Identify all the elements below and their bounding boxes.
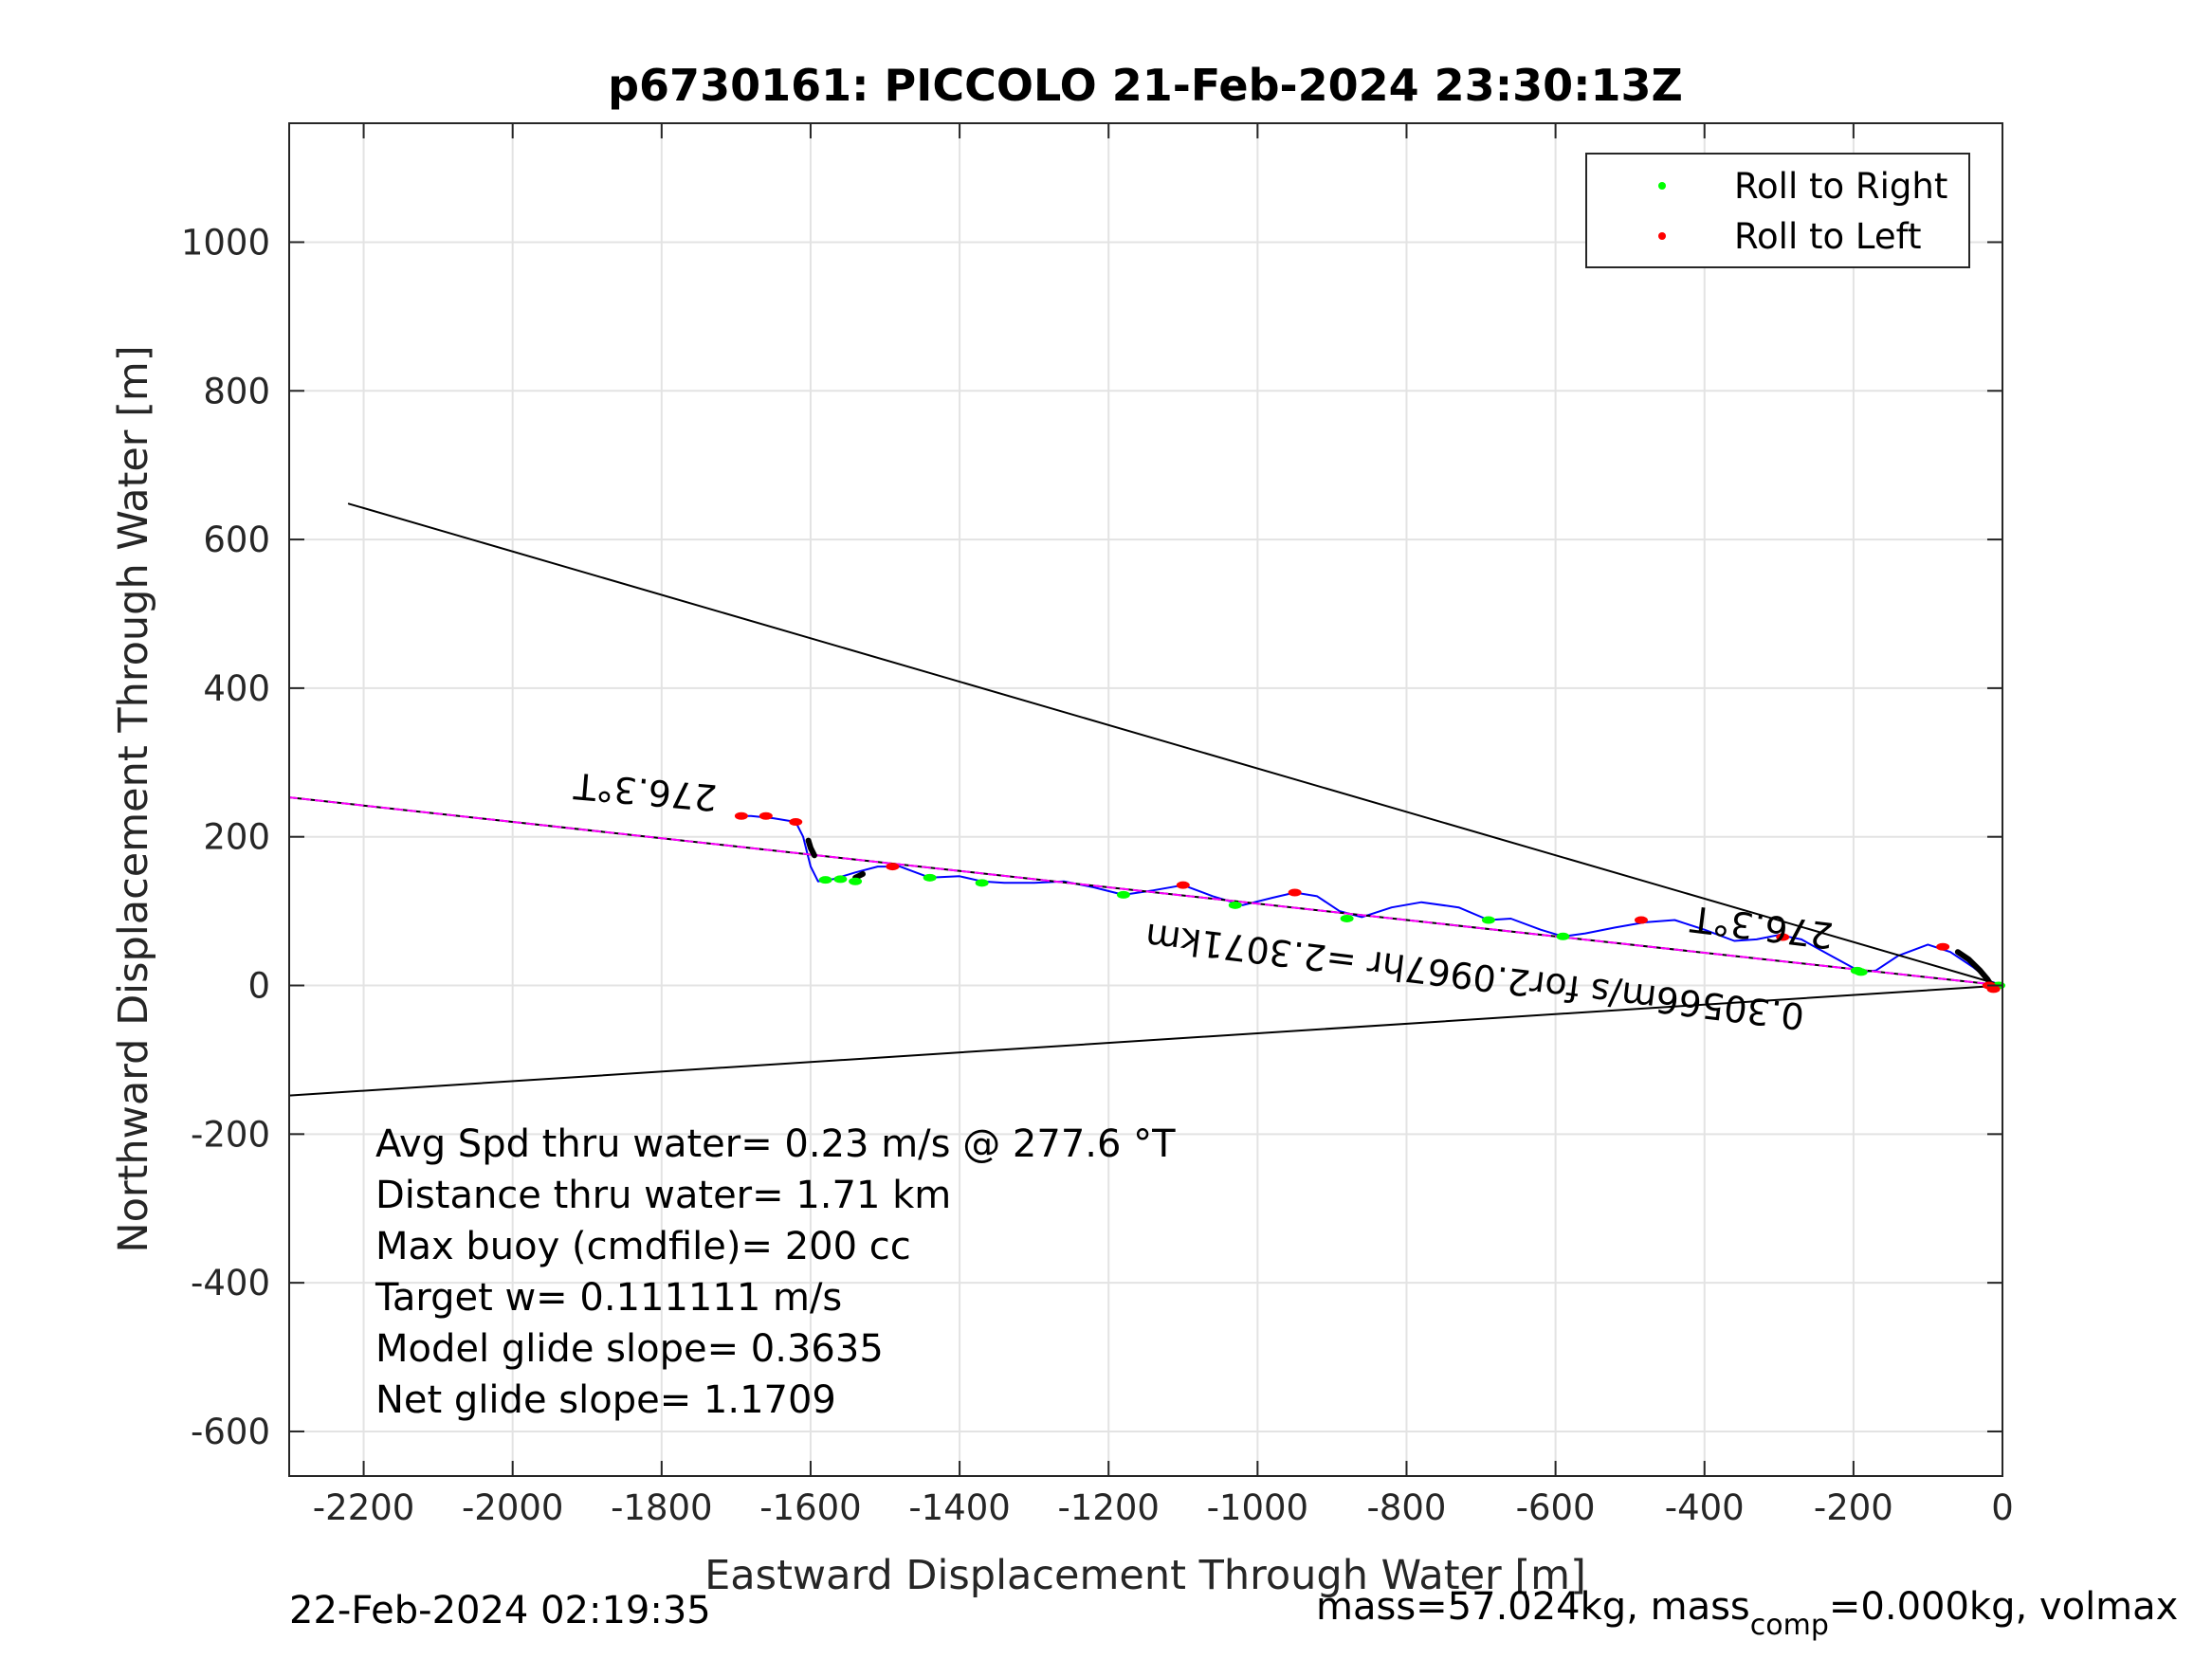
y-tick-label: 400 [203, 668, 270, 709]
series-line-6 [805, 837, 817, 859]
footer-mass-text: mass=57.024kg, mass [1316, 1585, 1750, 1629]
grid [289, 123, 2003, 1476]
roll-left-point [1936, 942, 1950, 951]
y-tick-labels: -600 -400 -200 0 200 400 600 800 1000 [181, 222, 270, 1452]
roll-left-point [1288, 888, 1302, 897]
roll-left-point [1634, 916, 1648, 924]
roll-right-point [975, 879, 989, 887]
x-tick-label: -2200 [313, 1487, 415, 1528]
chart-title: p6730161: PICCOLO 21-Feb-2024 23:30:13Z [608, 60, 1683, 111]
x-axis-label: Eastward Displacement Through Water [m] [704, 1552, 1586, 1599]
legend-box [1585, 153, 1970, 268]
series-line-1 [347, 502, 2003, 987]
x-tick-label: -2000 [462, 1487, 564, 1528]
y-tick-label: -400 [191, 1263, 270, 1304]
x-tick-label: -1800 [611, 1487, 713, 1528]
footer-mass-subscript: comp [1750, 1609, 1829, 1642]
roll-left-point [734, 811, 748, 820]
roll-right-point [923, 873, 937, 882]
roll-left-point [886, 863, 900, 871]
footer-mass-info: mass=57.024kg, masscomp=0.000kg, volmax [1316, 1585, 2178, 1642]
x-tick-label: -1600 [759, 1487, 862, 1528]
info-net-glide: Net glide slope= 1.1709 [375, 1378, 836, 1422]
y-tick-label: 1000 [181, 222, 270, 263]
roll-left-point [1776, 933, 1790, 941]
ticks [289, 123, 2003, 1476]
legend: Roll to Right Roll to Left [1585, 153, 1970, 268]
roll-right-point [1228, 901, 1242, 909]
info-distance: Distance thru water= 1.71 km [375, 1174, 951, 1217]
x-tick-label: -1400 [908, 1487, 1011, 1528]
roll-left-point [1176, 881, 1190, 889]
plot-area [289, 123, 2002, 1476]
legend-label-roll-right: Roll to Right [1734, 166, 1947, 207]
footer-timestamp: 22-Feb-2024 02:19:35 [289, 1589, 711, 1632]
x-tick-label: -1200 [1057, 1487, 1160, 1528]
info-text-block: Avg Spd thru water= 0.23 m/s @ 277.6 °T … [375, 1122, 1176, 1422]
info-max-buoy: Max buoy (cmdfile)= 200 cc [375, 1225, 911, 1268]
x-tick-label: -400 [1665, 1487, 1745, 1528]
series-line-4 [288, 796, 2003, 987]
info-model-glide: Model glide slope= 0.3635 [375, 1327, 884, 1371]
roll-left-point [759, 811, 773, 820]
legend-marker-roll-left [1658, 232, 1666, 240]
y-tick-label: 0 [247, 966, 270, 1007]
series-line-2 [288, 984, 2003, 1097]
x-tick-label: 0 [1991, 1487, 2014, 1528]
y-tick-label: 200 [203, 817, 270, 858]
roll-right-point [1481, 916, 1495, 924]
legend-label-roll-left: Roll to Left [1734, 216, 1922, 257]
roll-right-point [833, 875, 848, 884]
y-tick-label: -600 [191, 1412, 270, 1452]
roll-right-point [849, 877, 863, 885]
roll-right-point [1116, 890, 1130, 899]
footer-mass-rest: =0.000kg, volmax [1829, 1585, 2178, 1629]
x-tick-labels: -2200 -2000 -1800 -1600 -1400 -1200 -1000 -800-… [313, 1487, 2014, 1528]
x-tick-label: -200 [1814, 1487, 1893, 1528]
y-tick-label: 800 [203, 371, 270, 411]
y-axis-label: Northward Displacement Through Water [m] [110, 345, 157, 1252]
info-target-w: Target w= 0.111111 m/s [375, 1276, 842, 1320]
series-line-5 [1954, 949, 1995, 989]
series-line-0 [740, 814, 2003, 987]
series-layer [288, 502, 2003, 1097]
y-tick-label: 600 [203, 520, 270, 560]
roll-right-point [1850, 966, 1864, 975]
x-tick-label: -600 [1516, 1487, 1596, 1528]
y-tick-label: -200 [191, 1114, 270, 1155]
plot-frame [288, 122, 2003, 1477]
x-tick-label: -800 [1366, 1487, 1446, 1528]
legend-marker-roll-right [1658, 182, 1666, 190]
series-line-7 [852, 870, 866, 881]
roll-right-point [818, 876, 832, 884]
roll-right-point [1556, 932, 1570, 940]
points-layer [734, 811, 2006, 994]
x-tick-label: -1000 [1207, 1487, 1309, 1528]
roll-right-point [1340, 914, 1354, 922]
info-avg-speed: Avg Spd thru water= 0.23 m/s @ 277.6 °T [375, 1122, 1176, 1166]
roll-left-point [789, 818, 803, 827]
